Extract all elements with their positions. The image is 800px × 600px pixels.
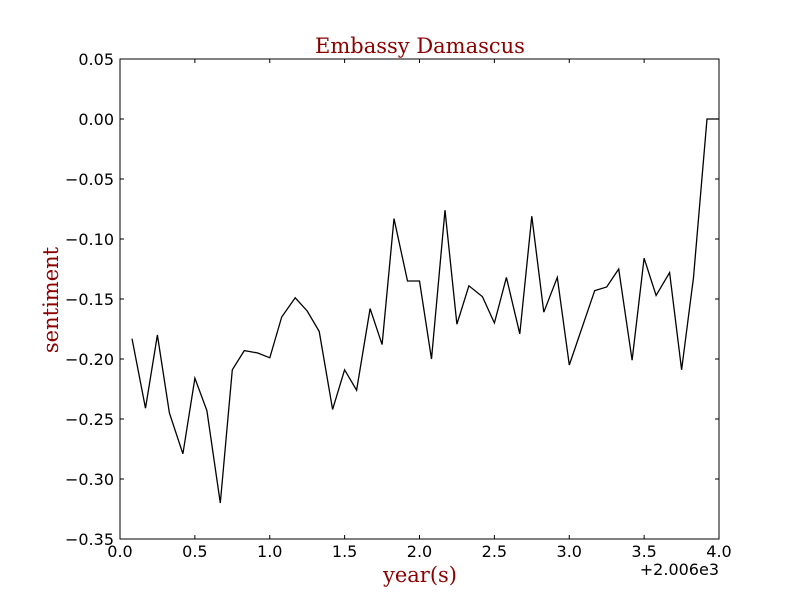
x-tick-label: 3.5 xyxy=(631,542,656,561)
x-tick-label: 3.0 xyxy=(557,542,582,561)
plot-area-frame xyxy=(119,58,720,540)
x-tick-label: 0.0 xyxy=(107,542,132,561)
x-tick-label: 1.0 xyxy=(257,542,282,561)
x-tick-label: 2.5 xyxy=(482,542,507,561)
x-tick-label: 0.5 xyxy=(182,542,207,561)
series-line xyxy=(131,118,719,504)
x-axis-label: year(s) xyxy=(382,563,457,587)
y-axis: 0.05 0.00 −0.05 −0.10 −0.15 −0.20 −0.25 −0.30 −0… xyxy=(65,50,719,549)
y-tick-label: −0.35 xyxy=(65,530,114,549)
y-tick-label: 0.00 xyxy=(78,110,114,129)
x-axis: 0.0 0.5 1.0 1.5 2.0 2.5 3.0 3.5 4.0 xyxy=(107,59,732,561)
y-tick-label: 0.05 xyxy=(78,50,114,69)
y-tick-label: −0.20 xyxy=(65,350,114,369)
chart-title: Embassy Damascus xyxy=(315,34,525,58)
x-tick-label: 1.5 xyxy=(332,542,357,561)
y-tick-label: −0.30 xyxy=(65,470,114,489)
x-tick-label: 2.0 xyxy=(407,542,432,561)
y-tick-label: −0.25 xyxy=(65,410,114,429)
y-tick-label: −0.05 xyxy=(65,170,114,189)
x-tick-label: 4.0 xyxy=(706,542,731,561)
y-tick-label: −0.15 xyxy=(65,290,114,309)
y-tick-label: −0.10 xyxy=(65,230,114,249)
y-axis-label: sentiment xyxy=(39,246,63,353)
x-offset-label: +2.006e3 xyxy=(640,560,719,579)
